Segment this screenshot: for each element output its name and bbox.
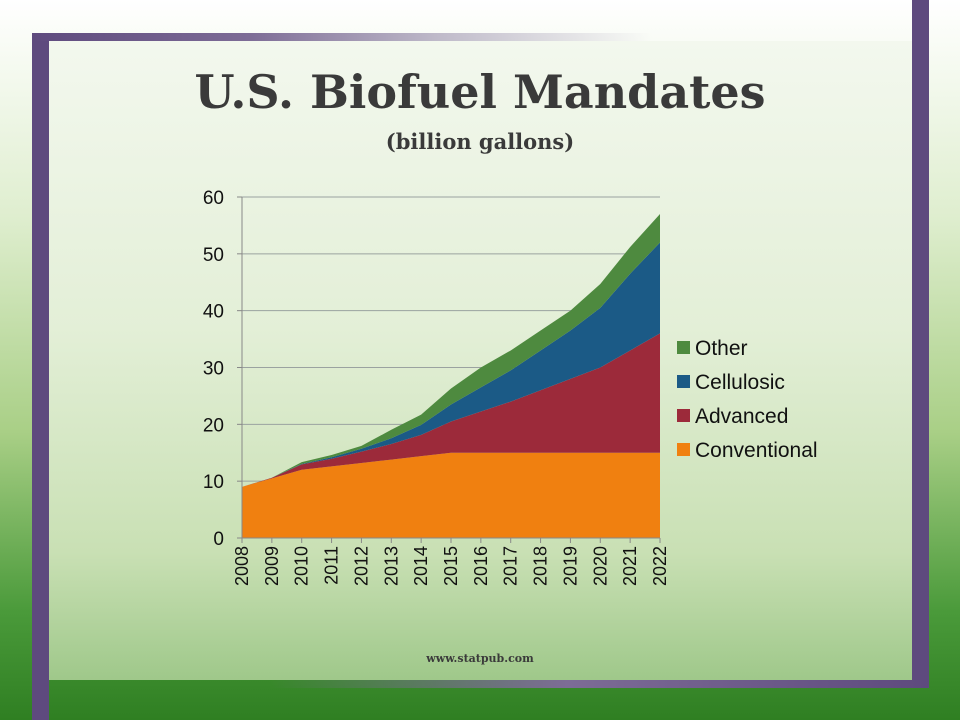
axes: 0 10 20 30 40 50 60 2008 2009 2010 2011 2012 2013 201… xyxy=(203,188,670,586)
y-tick-label-50: 50 xyxy=(203,245,224,266)
y-tick-label-0: 0 xyxy=(213,529,224,550)
area-advanced xyxy=(242,333,660,487)
frame-bottom-bar xyxy=(270,680,929,688)
legend-label-cellulosic: Cellulosic xyxy=(695,371,785,394)
legend-swatch-advanced xyxy=(677,409,690,422)
y-tick-label-10: 10 xyxy=(203,472,224,493)
legend: Other Cellulosic Advanced Conventional xyxy=(677,337,818,462)
legend-label-other: Other xyxy=(695,337,748,360)
legend-swatch-conventional xyxy=(677,443,690,456)
y-tick-label-20: 20 xyxy=(203,415,224,436)
legend-label-advanced: Advanced xyxy=(695,405,788,428)
x-tick-label-2022: 2022 xyxy=(650,546,670,586)
x-tick-label-2010: 2010 xyxy=(292,546,312,586)
area-conventional xyxy=(242,452,660,538)
legend-swatch-other xyxy=(677,341,690,354)
x-tick-label-2016: 2016 xyxy=(471,546,491,586)
x-tick-label-2017: 2017 xyxy=(501,546,521,586)
x-tick-label-2014: 2014 xyxy=(411,546,431,586)
y-tick-label-40: 40 xyxy=(203,302,224,323)
x-tick-label-2019: 2019 xyxy=(560,546,580,586)
area-series xyxy=(242,214,660,538)
footer-url: www.statpub.com xyxy=(426,652,534,665)
x-tick-label-2020: 2020 xyxy=(590,546,610,586)
x-tick-label-2013: 2013 xyxy=(381,546,401,586)
x-tick-label-2015: 2015 xyxy=(441,546,461,586)
y-tick-label-30: 30 xyxy=(203,359,224,380)
legend-label-conventional: Conventional xyxy=(695,439,818,462)
x-tick-label-2011: 2011 xyxy=(322,546,342,585)
chart-subtitle: (billion gallons) xyxy=(385,129,575,154)
legend-swatch-cellulosic xyxy=(677,375,690,388)
y-tick-label-60: 60 xyxy=(203,188,224,209)
frame-top-bar xyxy=(32,33,652,41)
area-cellulosic xyxy=(242,242,660,487)
x-tick-label-2008: 2008 xyxy=(232,546,252,586)
slide-panel xyxy=(49,41,912,680)
x-tick-label-2018: 2018 xyxy=(531,546,551,586)
x-tick-label-2009: 2009 xyxy=(262,546,282,586)
frame-left-bar xyxy=(32,33,49,720)
x-tick-label-2012: 2012 xyxy=(351,546,371,586)
chart-title: U.S. Biofuel Mandates xyxy=(194,65,766,119)
frame-right-bar xyxy=(912,0,929,688)
x-tick-label-2021: 2021 xyxy=(620,546,640,586)
